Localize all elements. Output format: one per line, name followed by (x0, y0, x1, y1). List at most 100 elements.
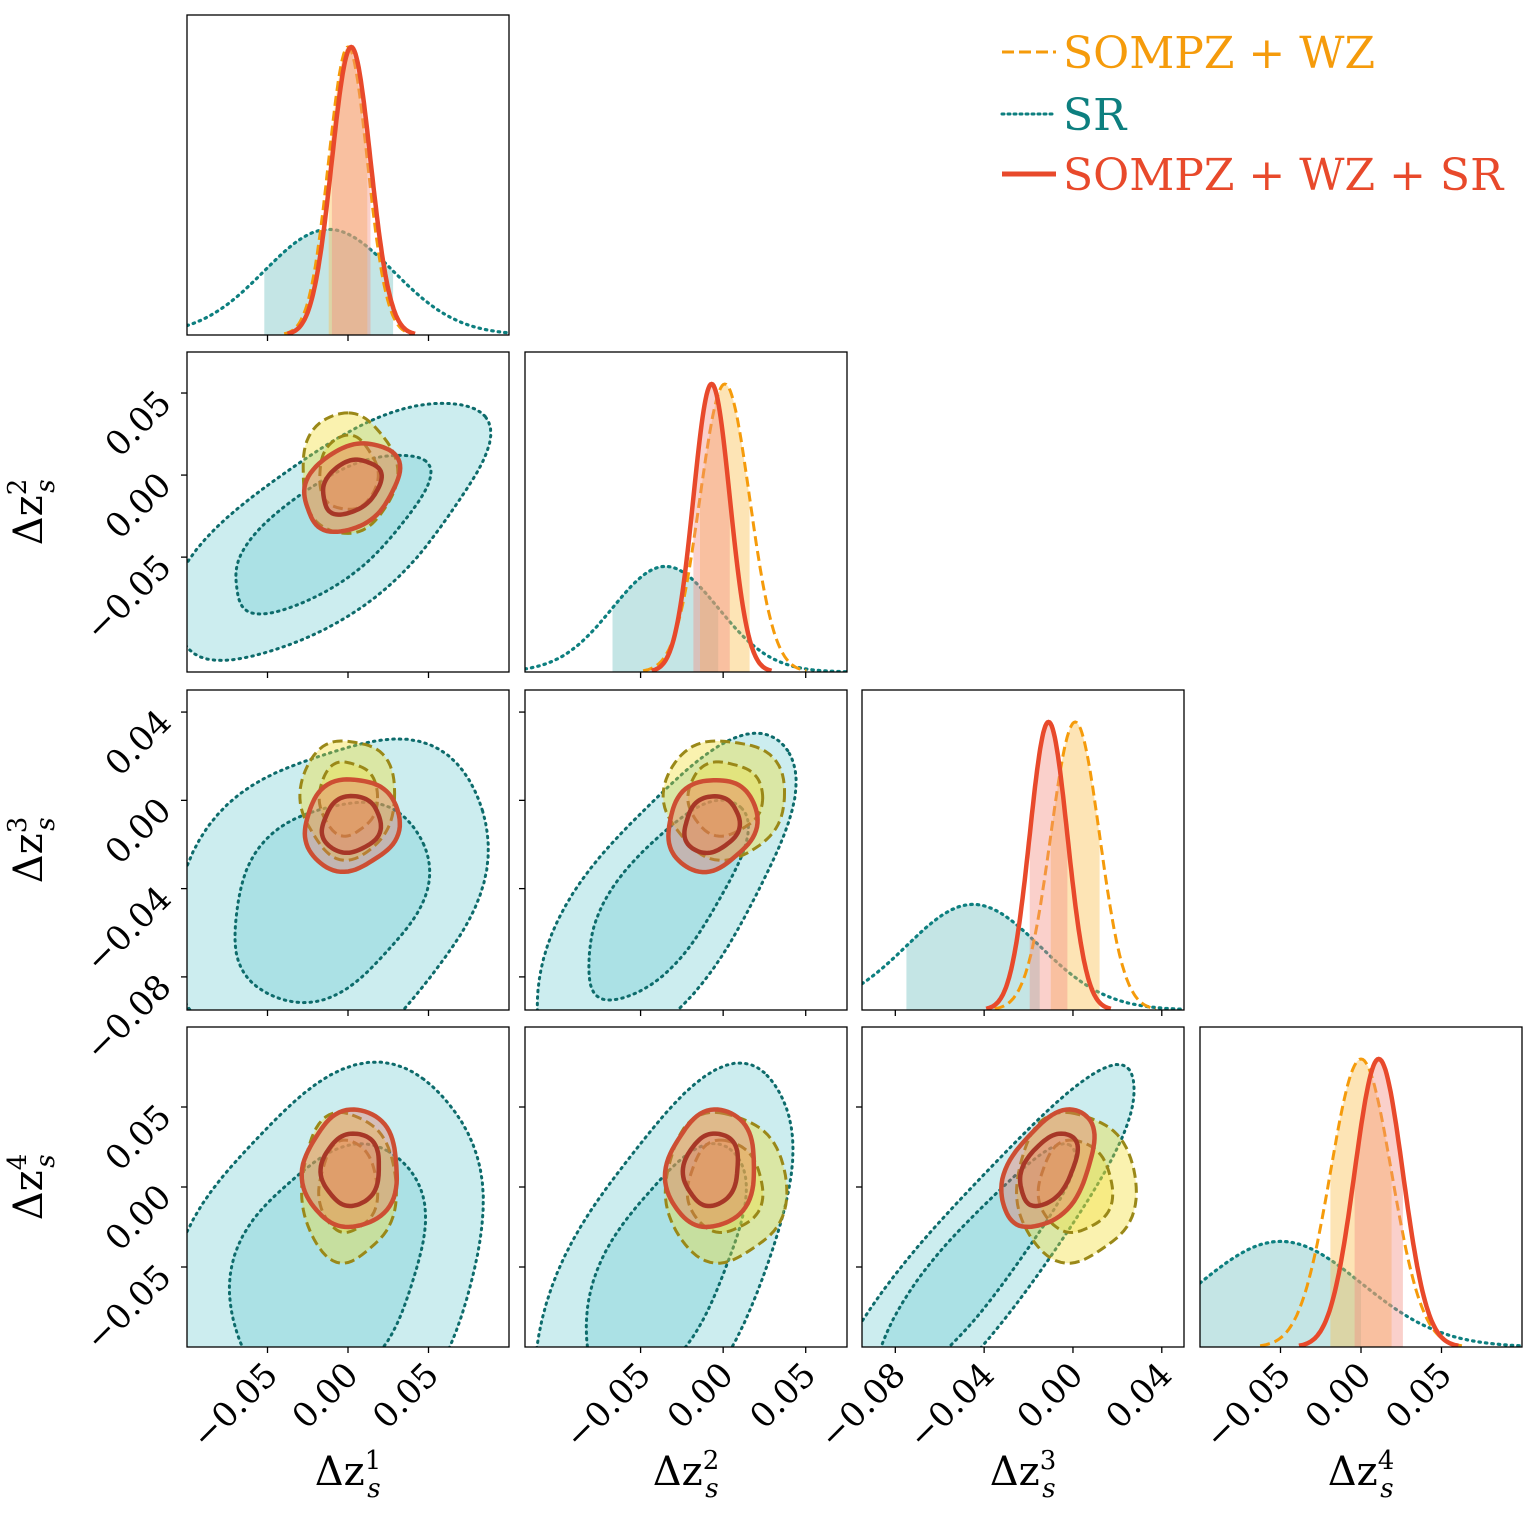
marginal-band-sr (264, 229, 394, 335)
panel-content (535, 731, 798, 1010)
contour-line-sompz-wz-sr-95 (662, 1107, 757, 1230)
marginal-curve-sompz-wz-sr (1298, 1056, 1459, 1347)
y-axis-label-3: Δz3s (3, 817, 61, 884)
x-tick-label: 0.00 (1010, 1355, 1092, 1437)
marginal-curve-sr (1200, 1239, 1522, 1347)
panel-3-3 (861, 689, 1185, 1016)
legend-label-sompz-wz-sr: SOMPZ + WZ + SR (1063, 150, 1505, 201)
x-tick-label: −0.05 (1197, 1355, 1299, 1457)
contour-line-sompz-wz-95 (1014, 1110, 1138, 1265)
marginal-curve-sr (187, 227, 509, 335)
y-tick-label: −0.08 (77, 967, 179, 1069)
contour-line-sompz-wz-68 (686, 760, 765, 838)
contour-fill-sompz-wz-sr-68 (684, 796, 740, 853)
contour-line-sr-95 (187, 401, 493, 662)
contour-line-sr-95 (535, 1061, 795, 1347)
x-tick-label: −0.08 (812, 1355, 914, 1457)
contour-line-sr-95 (187, 737, 490, 1010)
legend-label-sr: SR (1063, 90, 1128, 141)
marginal-band-sr (1200, 1241, 1361, 1347)
panel-1-1 (186, 14, 510, 341)
legend-label-sompz-wz: SOMPZ + WZ (1063, 28, 1375, 79)
legend: SOMPZ + WZ SR SOMPZ + WZ + SR (1000, 28, 1505, 201)
panel-3-2 (519, 689, 848, 1016)
contour-line-sr-68 (233, 800, 432, 1005)
contour-line-sr-68 (234, 453, 433, 616)
contour-line-sr-68 (587, 798, 750, 1002)
contour-line-sr-95 (535, 731, 798, 1010)
x-tick-label: 0.00 (285, 1355, 367, 1437)
panel-content (525, 381, 847, 672)
panel-frame (524, 351, 848, 673)
panel-4-2: −0.05 0.00 0.05 (519, 1026, 848, 1457)
panel-2-2 (524, 351, 848, 678)
contour-line-sompz-wz-95 (661, 739, 786, 862)
contour-line-sompz-wz-68 (318, 433, 380, 511)
panel-content (187, 401, 493, 662)
contour-line-sr-95 (862, 1062, 1136, 1347)
contour-fill-sr-68 (235, 455, 431, 614)
contour-fill-sompz-wz-68 (318, 1140, 378, 1233)
contour-fill-sr-95 (187, 1062, 484, 1347)
contour-fill-sompz-wz-95 (301, 1112, 397, 1264)
x-tick-label: −0.04 (901, 1355, 1003, 1457)
panel-frame (524, 689, 848, 1011)
marginal-band-sompz-wz-sr (331, 47, 371, 335)
marginal-band-sompz-wz-sr (1029, 722, 1068, 1010)
contour-line-sompz-wz-95 (301, 411, 400, 535)
contour-fill-sompz-wz-68 (1038, 1140, 1113, 1233)
contour-line-sr-68 (584, 1142, 748, 1347)
panel-content (187, 737, 490, 1010)
contour-line-sr-95 (187, 1060, 485, 1347)
contour-line-sompz-wz-sr-95 (299, 1107, 400, 1230)
panel-content (1200, 1056, 1522, 1347)
corner-panels: −0.050.000.05−0.08−0.040.000.04−0.050.00… (3, 14, 1523, 1504)
y-axis-label-4: Δz4s (3, 1154, 61, 1221)
marginal-curve-sompz-wz (1259, 1057, 1463, 1347)
contour-line-sompz-wz-sr-95 (666, 778, 760, 875)
contour-fill-sompz-wz-sr-68 (321, 796, 381, 853)
marginal-curve-sompz-wz (994, 720, 1157, 1010)
contour-fill-sompz-wz-sr-68 (682, 1133, 738, 1206)
contour-line-sompz-wz-sr-68 (682, 794, 743, 856)
y-axis-label-2: Δz2s (3, 479, 61, 546)
x-axis-label-4: Δz4 s (1328, 1446, 1395, 1504)
marginal-curve-sompz-wz-sr (286, 44, 416, 335)
y-tick-label: 0.05 (98, 1097, 180, 1179)
panel-content (187, 1060, 485, 1347)
y-tick-label: −0.04 (77, 879, 179, 981)
x-tick-label: −0.05 (184, 1355, 286, 1457)
contour-line-sr-68 (879, 1142, 1077, 1347)
contour-fill-sr-68 (881, 1143, 1076, 1347)
x-tick-label: 0.00 (660, 1355, 742, 1437)
contour-line-sompz-wz-95 (663, 1110, 789, 1265)
contour-line-sr-68 (227, 1142, 427, 1347)
x-axis-label-2: Δz2 s (653, 1446, 720, 1504)
y-tick-label: 0.00 (98, 1177, 180, 1259)
contour-line-sompz-wz-sr-95 (301, 441, 403, 535)
marginal-curve-sompz-wz-sr (651, 381, 773, 672)
contour-line-sompz-wz-sr-68 (1017, 1131, 1081, 1209)
marginal-band-sompz-wz-sr (693, 384, 730, 672)
x-tick-label: 0.05 (742, 1355, 824, 1437)
contour-line-sompz-wz-95 (298, 739, 397, 862)
marginal-band-sompz-wz-sr (1354, 1059, 1403, 1347)
contour-fill-sr-68 (588, 800, 749, 1000)
x-tick-label: 0.05 (365, 1355, 447, 1437)
contour-fill-sompz-wz-sr-95 (304, 779, 400, 872)
contour-line-sompz-wz-68 (317, 760, 379, 838)
contour-fill-sr-68 (586, 1143, 747, 1347)
y-tick-label: −0.05 (77, 547, 179, 649)
marginal-band-sompz-wz (1330, 1059, 1392, 1347)
y-tick-label: 0.04 (98, 702, 180, 784)
panel-4-4: −0.050.000.05 (1197, 1026, 1523, 1457)
y-tick-label: 0.05 (98, 383, 180, 465)
contour-line-sompz-wz-sr-68 (318, 1131, 382, 1209)
contour-line-sompz-wz-sr-68 (320, 457, 384, 517)
x-tick-label: −0.05 (557, 1355, 659, 1457)
x-tick-label: 0.05 (1378, 1355, 1460, 1437)
x-axis-label-3: Δz3 s (990, 1446, 1057, 1504)
panel-3-1: −0.08−0.040.000.04 (77, 689, 510, 1069)
panel-4-1: −0.050.000.05−0.050.000.05 (77, 1026, 510, 1457)
